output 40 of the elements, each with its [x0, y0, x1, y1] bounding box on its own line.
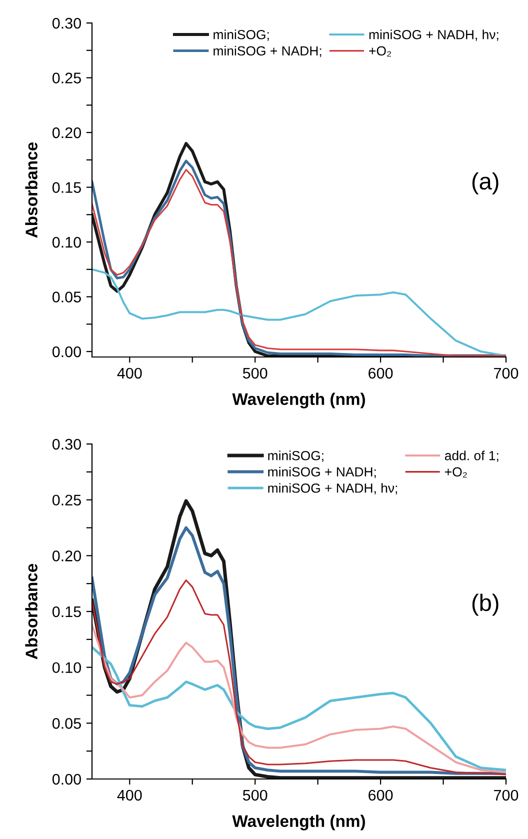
- legend-label: miniSOG + NADH, hν;: [268, 483, 398, 494]
- line-series: [92, 646, 506, 772]
- y-tick-label: 0.20: [52, 127, 81, 138]
- x-axis-title: Wavelength (nm): [232, 392, 365, 408]
- y-tick-label: 0.15: [52, 182, 81, 193]
- annotation: (a): [472, 172, 498, 194]
- y-tick-label: 0.10: [52, 662, 81, 674]
- x-tick-label: 500: [242, 368, 268, 379]
- line-series: [92, 579, 506, 776]
- y-tick-label: 0.25: [52, 494, 81, 506]
- annotation: (b): [472, 594, 498, 616]
- legend-label: +O₂: [445, 467, 467, 478]
- legend-label: miniSOG + NADH;: [214, 46, 322, 58]
- x-tick-label: 700: [494, 368, 518, 379]
- x-tick-label: 400: [117, 368, 142, 379]
- legend-label: miniSOG + NADH, hν;: [369, 30, 498, 41]
- y-tick-label: 0.00: [52, 346, 81, 358]
- legend-label: miniSOG;: [268, 450, 324, 462]
- y-tick-label: 0.25: [52, 72, 81, 84]
- x-tick-label: 400: [117, 790, 142, 801]
- legend-label: +O₂: [369, 46, 391, 57]
- x-tick-label: 600: [368, 790, 393, 801]
- line-series: [92, 624, 506, 774]
- y-axis-title: Absorbance: [25, 142, 38, 238]
- x-tick-label: 500: [242, 790, 268, 801]
- y-axis-title: Absorbance: [25, 564, 38, 660]
- legend-label: miniSOG;: [214, 30, 269, 41]
- y-tick-label: 0.00: [52, 774, 81, 785]
- y-tick-label: 0.30: [52, 438, 81, 450]
- x-tick-label: 700: [494, 790, 518, 801]
- y-tick-label: 0.20: [52, 550, 81, 562]
- y-tick-label: 0.05: [52, 292, 81, 302]
- y-tick-label: 0.15: [52, 606, 81, 618]
- x-axis-title: Wavelength (nm): [232, 814, 365, 830]
- x-tick-label: 600: [368, 368, 393, 379]
- y-tick-label: 0.30: [52, 18, 81, 29]
- legend-label: add. of 1;: [444, 450, 498, 462]
- y-tick-label: 0.10: [52, 236, 81, 248]
- y-tick-label: 0.05: [52, 718, 81, 729]
- legend-label: miniSOG + NADH;: [268, 466, 376, 478]
